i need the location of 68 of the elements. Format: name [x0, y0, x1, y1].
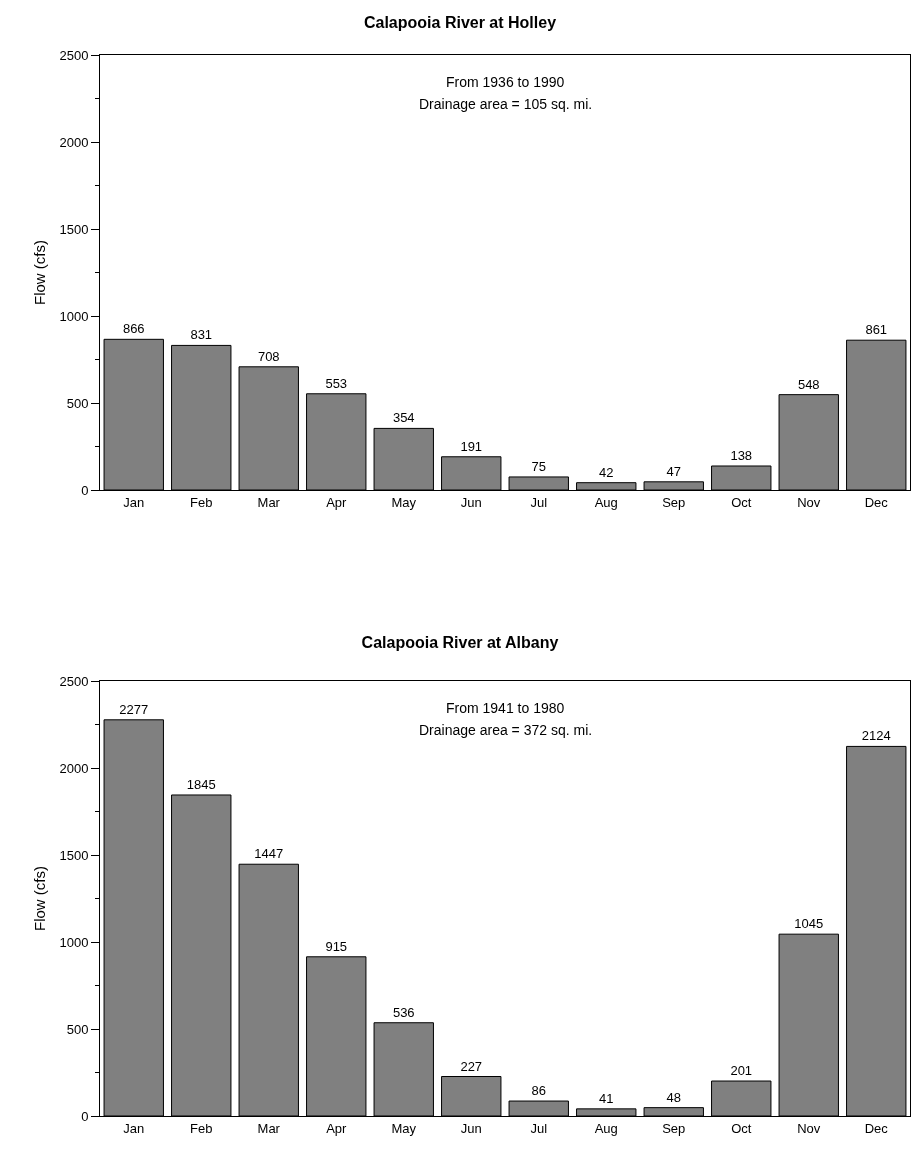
y-tick-label: 500	[66, 395, 89, 411]
data-label: 915	[325, 938, 348, 954]
x-tick-label: Jan	[123, 494, 145, 510]
data-label: 1045	[794, 916, 824, 932]
x-tick-label: Feb	[190, 494, 213, 510]
data-label: 548	[797, 376, 820, 392]
data-label: 708	[257, 348, 280, 364]
annotation: Drainage area = 105 sq. mi.	[419, 96, 593, 112]
data-label: 1447	[254, 846, 284, 862]
data-label: 86	[531, 1083, 546, 1099]
x-tick-label: Apr	[326, 494, 348, 510]
x-tick-label: May	[391, 494, 417, 510]
x-tick-label: Jul	[530, 1120, 548, 1136]
data-label: 41	[599, 1090, 614, 1106]
y-tick-label: 500	[66, 1021, 89, 1037]
y-tick-label: 0	[81, 1108, 89, 1124]
data-label: 2124	[861, 728, 891, 744]
data-label: 2277	[119, 701, 149, 717]
chart-title: Calapooia River at Holley	[363, 13, 557, 31]
x-tick-label: Jul	[530, 494, 548, 510]
x-tick-label: Nov	[797, 494, 821, 510]
data-label: 227	[460, 1058, 483, 1074]
y-tick-label: 1500	[59, 847, 89, 863]
y-tick-label: 2500	[59, 47, 89, 63]
x-tick-label: Oct	[731, 1120, 752, 1136]
data-label: 75	[531, 458, 546, 474]
x-tick-label: Aug	[594, 1120, 618, 1136]
x-tick-label: Jun	[460, 494, 482, 510]
x-tick-label: Jun	[460, 1120, 482, 1136]
x-tick-label: Feb	[190, 1120, 213, 1136]
annotation: From 1941 to 1980	[446, 700, 565, 716]
x-tick-label: Sep	[662, 494, 686, 510]
y-tick-label: 2500	[59, 673, 89, 689]
y-tick-label: 1000	[59, 308, 89, 324]
data-label: 1845	[186, 776, 216, 792]
data-label: 191	[460, 438, 483, 454]
data-label: 201	[730, 1063, 753, 1079]
x-tick-label: Dec	[864, 494, 889, 510]
y-tick-label: 2000	[59, 760, 89, 776]
x-tick-label: Sep	[662, 1120, 686, 1136]
x-tick-label: Apr	[326, 1120, 348, 1136]
data-label: 354	[392, 410, 415, 426]
x-tick-label: Mar	[257, 1120, 281, 1136]
y-axis-title: Flow (cfs)	[30, 240, 48, 305]
data-label: 861	[865, 322, 888, 338]
data-label: 47	[666, 463, 681, 479]
annotation: Drainage area = 372 sq. mi.	[419, 722, 593, 738]
data-label: 831	[190, 327, 213, 343]
x-tick-label: Jan	[123, 1120, 145, 1136]
x-tick-label: Dec	[864, 1120, 889, 1136]
data-label: 48	[666, 1089, 681, 1105]
data-label: 553	[325, 375, 348, 391]
x-tick-label: Aug	[594, 494, 618, 510]
annotation: From 1936 to 1990	[446, 74, 565, 90]
y-tick-label: 1500	[59, 221, 89, 237]
x-tick-label: Oct	[731, 494, 752, 510]
data-label: 866	[122, 321, 145, 337]
data-label: 138	[730, 447, 753, 463]
data-label: 536	[392, 1004, 415, 1020]
x-tick-label: Mar	[257, 494, 281, 510]
y-tick-label: 1000	[59, 934, 89, 950]
y-tick-label: 0	[81, 482, 89, 498]
x-tick-label: Nov	[797, 1120, 821, 1136]
x-tick-label: May	[391, 1120, 417, 1136]
y-axis-title: Flow (cfs)	[30, 866, 48, 931]
chart-title: Calapooia River at Albany	[361, 633, 559, 651]
data-label: 42	[599, 464, 614, 480]
y-tick-label: 2000	[59, 134, 89, 150]
